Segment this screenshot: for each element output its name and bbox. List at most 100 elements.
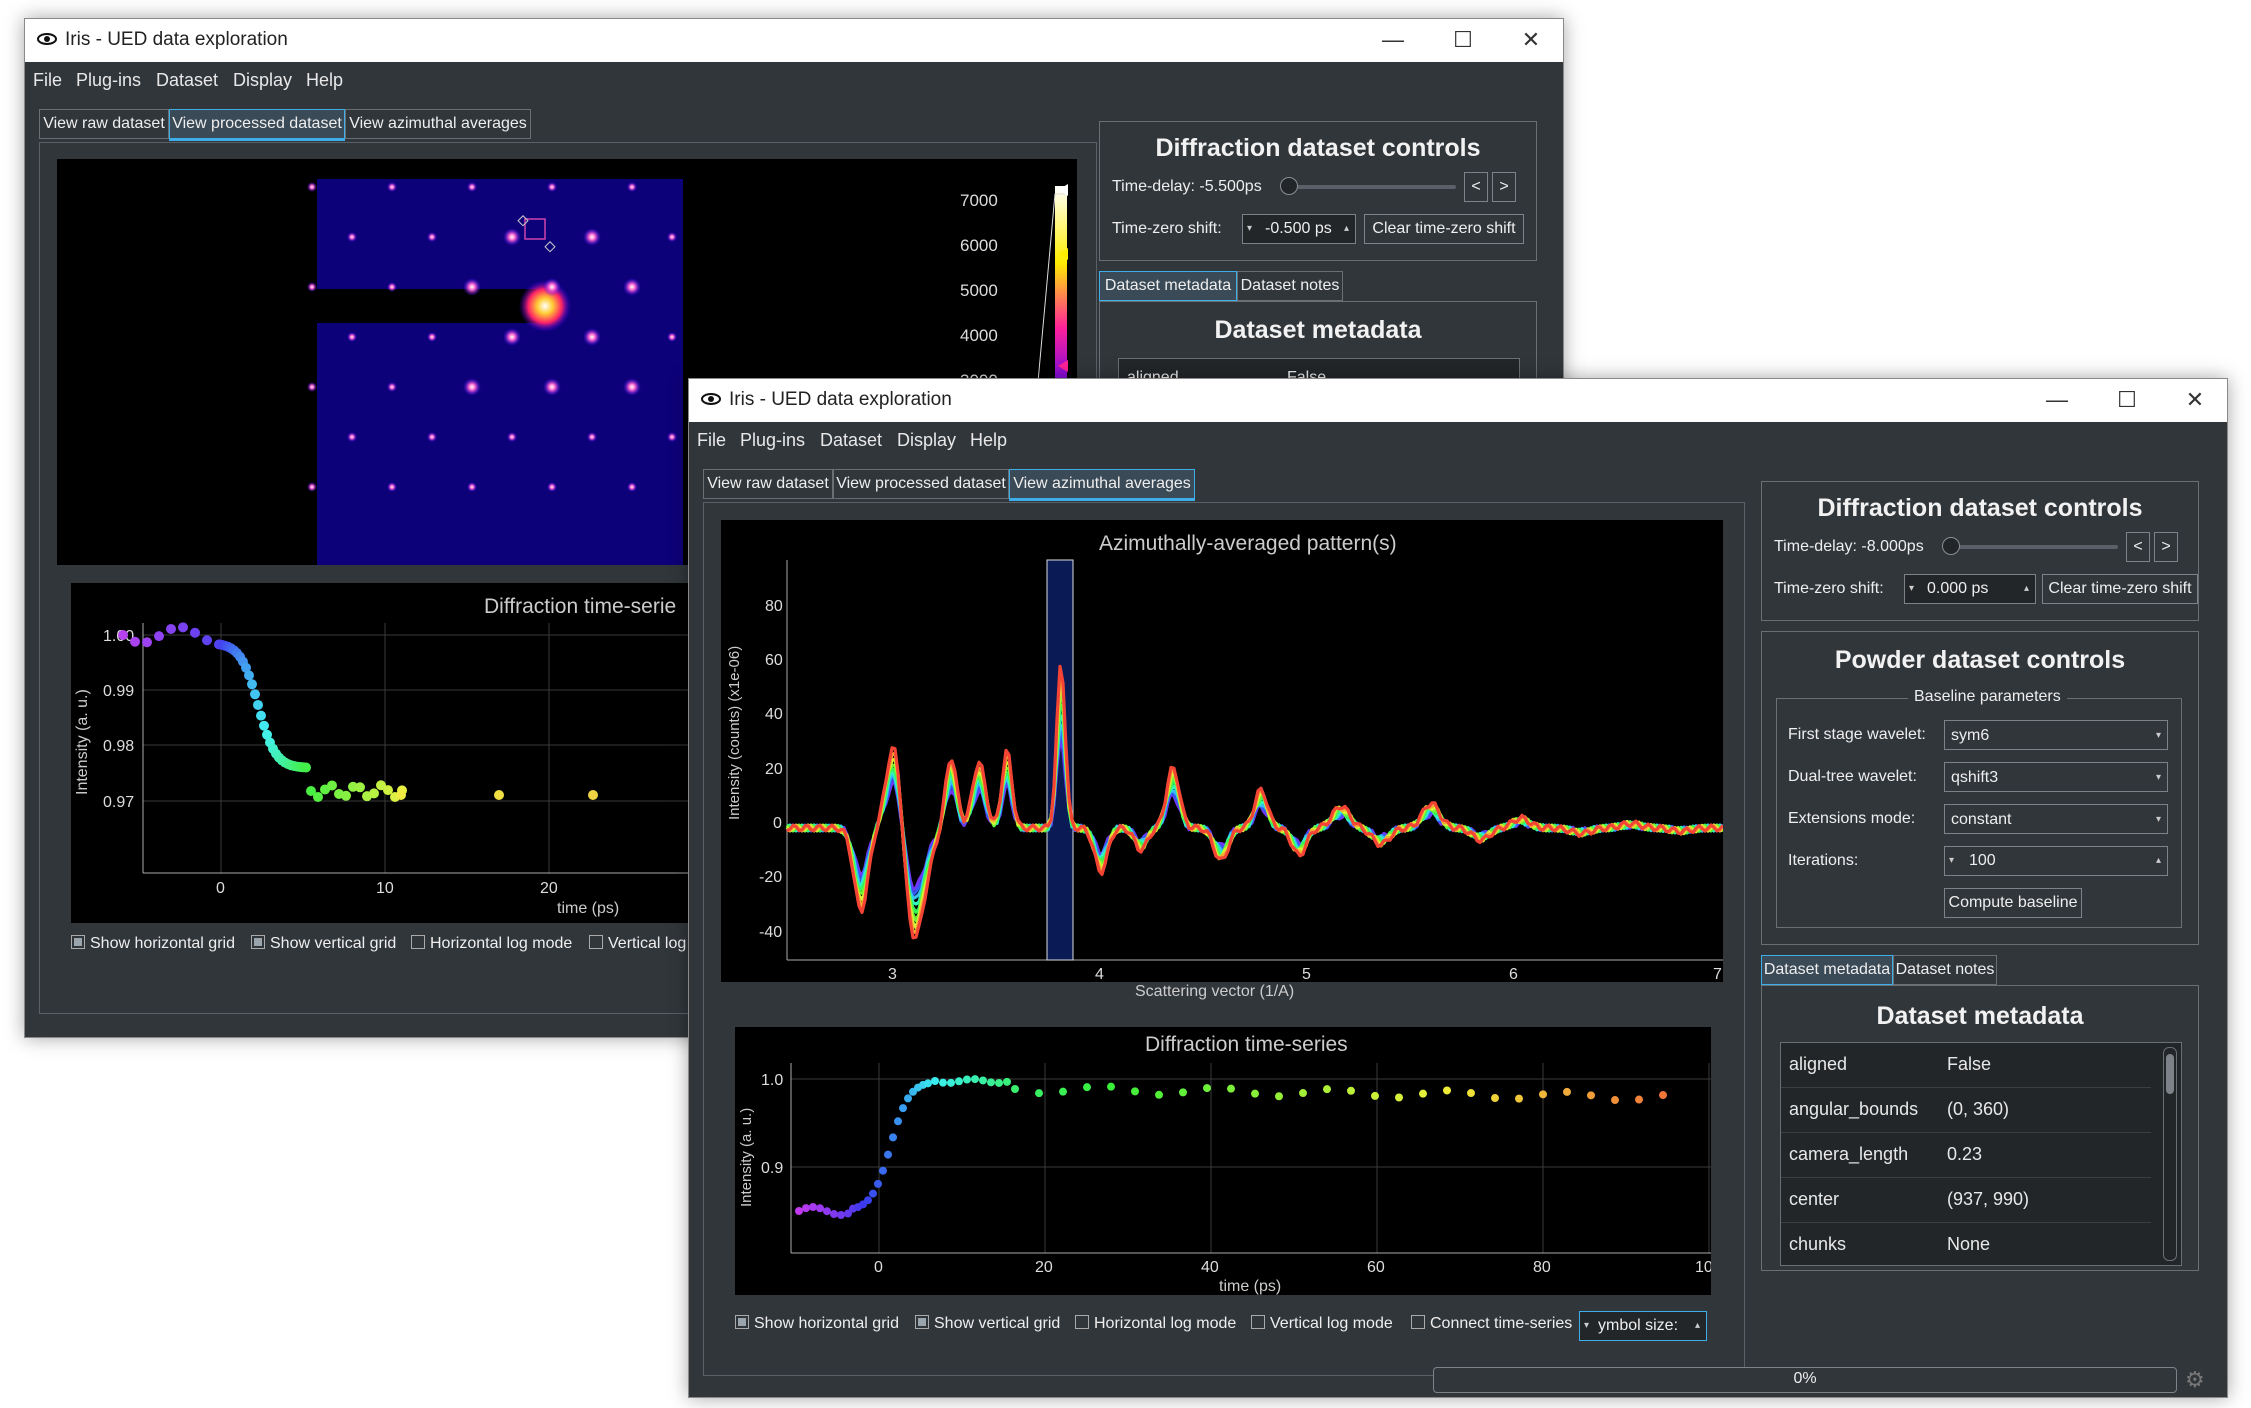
- checkbox-horizontal-grid[interactable]: Show horizontal grid: [71, 935, 235, 953]
- back-timeseries-plot[interactable]: Diffraction time-serie 1.00 0.99 0.98 0.…: [71, 583, 711, 923]
- tab-dataset-metadata[interactable]: Dataset metadata: [1761, 955, 1893, 987]
- front-timeseries-svg: Diffraction time-series 1.0 0.9 0 20 40 …: [738, 1033, 1713, 1295]
- clear-time-zero-button[interactable]: Clear time-zero shift: [1364, 214, 1524, 244]
- front-timeseries-plot[interactable]: Diffraction time-series 1.0 0.9 0 20 40 …: [735, 1027, 1713, 1295]
- checkbox-vertical-grid[interactable]: Show vertical grid: [251, 935, 396, 953]
- maximize-icon[interactable]: ☐: [2117, 387, 2137, 412]
- next-time-button[interactable]: >: [1492, 172, 1516, 202]
- timeseries-point: [1203, 1084, 1211, 1093]
- extensions-select[interactable]: constant ▾: [1944, 804, 2168, 834]
- timeseries-point: [1419, 1089, 1427, 1098]
- timeseries-point: [494, 790, 504, 800]
- bragg-peak: [347, 432, 357, 442]
- table-row[interactable]: camera_length 0.23: [1781, 1133, 2151, 1178]
- timeseries-point: [963, 1075, 971, 1084]
- dual-tree-label: Dual-tree wavelet:: [1788, 768, 1917, 785]
- table-row[interactable]: center (937, 990): [1781, 1178, 2151, 1223]
- timeseries-point: [1659, 1091, 1667, 1100]
- timeseries-point: [874, 1179, 882, 1188]
- view-pane: [703, 502, 1745, 1376]
- checkbox-connect-timeseries[interactable]: Connect time-series: [1411, 1315, 1572, 1333]
- tab-view-azimuthal[interactable]: View azimuthal averages: [1009, 469, 1195, 501]
- menu-display[interactable]: Display: [897, 430, 957, 450]
- tab-dataset-metadata[interactable]: Dataset metadata: [1099, 271, 1237, 303]
- time-delay-slider[interactable]: [1948, 545, 2118, 549]
- x-tick: 3: [888, 966, 897, 982]
- menu-display[interactable]: Display: [233, 70, 293, 90]
- bragg-peak: [667, 332, 677, 342]
- compute-baseline-button[interactable]: Compute baseline: [1944, 888, 2082, 918]
- minimize-icon[interactable]: —: [2046, 387, 2068, 412]
- table-row[interactable]: chunks None: [1781, 1223, 2151, 1265]
- time-zero-label: Time-zero shift:: [1112, 220, 1222, 237]
- table-row[interactable]: angular_bounds (0, 360): [1781, 1088, 2151, 1133]
- colorbar-tick: 6000: [960, 236, 998, 255]
- metadata-key: camera_length: [1789, 1144, 1909, 1164]
- menu-help[interactable]: Help: [306, 70, 344, 90]
- symbol-size-spinbox[interactable]: ▾ ymbol size: ▴: [1579, 1311, 1707, 1341]
- bragg-peak: [583, 328, 601, 346]
- metadata-table[interactable]: aligned False angular_bounds (0, 360) came…: [1780, 1042, 2182, 1266]
- bragg-peak: [463, 378, 481, 396]
- tab-view-raw[interactable]: View raw dataset: [39, 109, 169, 139]
- menu-plugins[interactable]: Plug-ins: [76, 70, 142, 90]
- checkbox-horizontal-log[interactable]: Horizontal log mode: [1075, 1315, 1236, 1333]
- tab-dataset-notes[interactable]: Dataset notes: [1893, 955, 1997, 985]
- checkbox-vertical-grid[interactable]: Show vertical grid: [915, 1315, 1060, 1333]
- checkbox-vertical-log[interactable]: Vertical log mode: [1251, 1315, 1393, 1333]
- time-delay-label: Time-delay: -8.000ps: [1774, 538, 1924, 555]
- colorbar[interactable]: 7000 6000 5000 4000 3000: [960, 164, 1070, 404]
- prev-time-button[interactable]: <: [2126, 532, 2150, 562]
- prev-time-button[interactable]: <: [1464, 172, 1488, 202]
- close-icon[interactable]: ✕: [2185, 387, 2205, 412]
- checkbox-vertical-log[interactable]: Vertical log: [589, 935, 686, 953]
- tab-dataset-notes[interactable]: Dataset notes: [1237, 271, 1343, 301]
- panel-title: Dataset metadata: [1214, 316, 1422, 344]
- azimuthal-plot[interactable]: Azimuthally-averaged pattern(s) 80 60 40…: [721, 520, 1725, 983]
- timeseries-point: [899, 1104, 907, 1113]
- table-row[interactable]: aligned False: [1781, 1043, 2151, 1088]
- y-tick: 1.0: [761, 1072, 783, 1089]
- tab-view-raw[interactable]: View raw dataset: [703, 469, 833, 499]
- first-stage-select[interactable]: sym6 ▾: [1944, 720, 2168, 750]
- checkbox-horizontal-log[interactable]: Horizontal log mode: [411, 935, 572, 953]
- minimize-icon[interactable]: —: [1382, 27, 1404, 52]
- timeseries-point: [879, 1166, 887, 1175]
- checkbox-horizontal-grid[interactable]: Show horizontal grid: [735, 1315, 899, 1333]
- timeseries-point: [1371, 1091, 1379, 1100]
- menu-plugins[interactable]: Plug-ins: [740, 430, 806, 450]
- timeseries-point: [1299, 1089, 1307, 1098]
- timeseries-point: [1395, 1093, 1403, 1102]
- x-tick: 4: [1095, 966, 1104, 982]
- menu-dataset[interactable]: Dataset: [156, 70, 219, 90]
- scrollbar[interactable]: [2163, 1047, 2177, 1261]
- time-delay-slider-handle[interactable]: [1942, 537, 1960, 555]
- time-zero-spinbox[interactable]: ▾ -0.500 ps ▴: [1242, 214, 1356, 244]
- bragg-peak: [427, 332, 437, 342]
- time-delay-slider-handle[interactable]: [1280, 177, 1298, 195]
- time-zero-spinbox[interactable]: ▾ 0.000 ps ▴: [1904, 574, 2036, 604]
- timeseries-point: [259, 720, 269, 731]
- tab-view-azimuthal[interactable]: View azimuthal averages: [345, 109, 531, 139]
- close-icon[interactable]: ✕: [1521, 27, 1541, 52]
- timeseries-point: [884, 1150, 892, 1159]
- tab-view-processed[interactable]: View processed dataset: [169, 109, 345, 141]
- iterations-spinbox[interactable]: ▾ 100 ▴: [1944, 846, 2168, 876]
- y-tick: 0.98: [103, 738, 134, 755]
- timeseries-point: [247, 679, 257, 690]
- back-checkbox-row: Show horizontal grid Show vertical grid …: [71, 935, 711, 959]
- clear-time-zero-button[interactable]: Clear time-zero shift: [2042, 574, 2198, 604]
- metadata-key: aligned: [1789, 1054, 1848, 1074]
- menu-help[interactable]: Help: [970, 430, 1008, 450]
- menu-file[interactable]: File: [33, 70, 63, 90]
- tab-view-processed[interactable]: View processed dataset: [833, 469, 1009, 499]
- dual-tree-select[interactable]: qshift3 ▾: [1944, 762, 2168, 792]
- maximize-icon[interactable]: ☐: [1453, 27, 1473, 52]
- menu-file[interactable]: File: [697, 430, 727, 450]
- time-delay-slider[interactable]: [1286, 185, 1456, 189]
- timeseries-point: [256, 710, 266, 721]
- menu-dataset[interactable]: Dataset: [820, 430, 883, 450]
- timeseries-point: [1003, 1077, 1011, 1086]
- next-time-button[interactable]: >: [2154, 532, 2178, 562]
- timeseries-point: [130, 636, 140, 647]
